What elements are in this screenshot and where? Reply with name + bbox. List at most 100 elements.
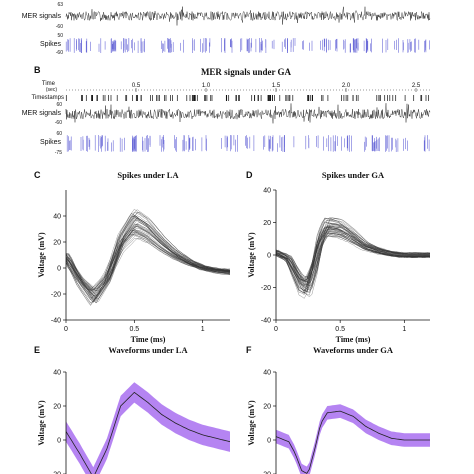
spike-trace — [276, 226, 430, 291]
y-tick-label: -20 — [261, 285, 271, 292]
panel-b-mer-label: MER signals — [22, 110, 62, 117]
spike-trace — [66, 238, 230, 290]
panel-c-chart: C Spikes under LA -40 -20 0 20 40 0 0.5 1 Time (ms… — [34, 170, 230, 344]
spike-trace — [66, 238, 230, 289]
y-tick-label: 40 — [263, 370, 271, 377]
panel-a-spikes-label: Spikes — [40, 41, 62, 48]
mean-waveform — [66, 391, 230, 474]
y-axis-label: Voltage (mV) — [37, 232, 46, 278]
plot-area — [276, 404, 430, 474]
spike-trace — [276, 230, 430, 280]
panel-b-title: MER signals under GA — [201, 67, 292, 77]
mer-signal-line — [65, 103, 431, 124]
y-tick-label: 40 — [53, 370, 61, 377]
y-tick-label: 20 — [263, 220, 271, 227]
plot-area — [276, 217, 430, 299]
spike-trace — [276, 225, 430, 286]
panel-b-timestamps — [65, 95, 429, 101]
panel-a: 63 MER signals -60 50 Spikes -60 — [22, 2, 431, 56]
spike-trace — [276, 225, 430, 284]
spike-trace — [66, 212, 230, 303]
std-band — [66, 382, 230, 474]
panel-b-timestamps-label: Timestamps — [32, 95, 64, 101]
panel-d-chart: D Spikes under GA -40 -20 0 20 40 0 0.5 1 Time (ms… — [246, 170, 430, 344]
y-tick-label: -20 — [51, 472, 61, 474]
spike-trace — [66, 208, 230, 303]
time-tick-label: 1.0 — [202, 83, 211, 89]
x-tick-label: 1 — [402, 326, 406, 333]
y-tick-label: -20 — [51, 292, 61, 299]
x-tick-label: 0.5 — [335, 326, 345, 333]
spike-trace — [66, 222, 230, 300]
panel-b-spikes-label: Spikes — [40, 139, 62, 146]
panel-a-mer-tick-bottom: -60 — [56, 24, 63, 30]
y-tick-label: 20 — [53, 404, 61, 411]
panel-b: B MER signals under GA Time (sec) 0.5 1.0… — [22, 65, 431, 156]
panel-a-spike-raster — [65, 38, 430, 53]
spike-trace — [66, 223, 230, 295]
panel-e-chart: E Waveforms under LA -20 0 20 40 Voltage (mV) — [34, 345, 230, 474]
spike-trace — [66, 224, 230, 297]
x-axis-label: Time (ms) — [336, 335, 371, 344]
y-tick-label: 40 — [263, 188, 271, 195]
panel-letter: F — [246, 345, 252, 355]
panel-a-mer-label: MER signals — [22, 13, 62, 20]
y-tick-label: 0 — [57, 438, 61, 445]
plot-area — [66, 208, 230, 306]
time-tick-label: 1.5 — [272, 83, 281, 89]
panel-b-mer-trace — [65, 103, 431, 124]
panel-b-letter: B — [34, 65, 41, 75]
spike-trace — [66, 209, 230, 304]
y-tick-label: 0 — [57, 266, 61, 273]
mean-waveform — [276, 410, 430, 474]
spike-trace — [66, 234, 230, 291]
spike-trace — [66, 217, 230, 299]
mer-signal-line — [65, 6, 431, 26]
y-tick-label: 20 — [263, 404, 271, 411]
panel-f-chart: F Waveforms under GA -20 0 20 40 Voltage (mV) — [246, 345, 430, 474]
chart-title: Spikes under GA — [322, 170, 385, 180]
y-tick-label: -20 — [261, 472, 271, 474]
spike-trace — [66, 230, 230, 290]
panel-a-mer-tick-top: 63 — [57, 2, 63, 8]
spike-trace — [66, 215, 230, 303]
spike-trace — [276, 232, 430, 281]
panel-b-spike-tick-bottom: -75 — [55, 150, 62, 156]
y-axis-label: Voltage (mV) — [37, 400, 46, 446]
y-tick-label: -40 — [51, 318, 61, 325]
panel-letter: C — [34, 170, 41, 180]
panel-a-mer-trace — [65, 6, 431, 26]
y-axis-label: Voltage (mV) — [247, 400, 256, 446]
panel-b-spike-raster — [66, 135, 430, 152]
spike-trace — [66, 224, 230, 296]
chart-title: Waveforms under GA — [313, 345, 394, 355]
y-tick-label: -40 — [261, 318, 271, 325]
x-axis-label: Time (ms) — [131, 335, 166, 344]
spike-trace — [276, 228, 430, 287]
spike-trace — [66, 227, 230, 291]
spike-trace — [66, 230, 230, 291]
spike-trace — [66, 216, 230, 304]
plot-area — [66, 382, 230, 474]
x-tick-label: 0 — [274, 326, 278, 333]
x-tick-label: 1 — [201, 326, 205, 333]
y-tick-label: 20 — [53, 240, 61, 247]
spike-trace — [276, 217, 430, 296]
spike-trace — [276, 229, 430, 288]
spike-trace — [66, 219, 230, 296]
x-tick-label: 0.5 — [129, 326, 139, 333]
x-tick-label: 0 — [64, 326, 68, 333]
y-tick-label: 40 — [53, 214, 61, 221]
panel-b-mer-tick-bottom: -60 — [55, 120, 62, 126]
std-band — [276, 404, 430, 474]
panel-letter: E — [34, 345, 40, 355]
spike-trace — [66, 232, 230, 292]
panel-b-time-ticks: 0.5 1.0 1.5 2.0 2.5 — [132, 83, 421, 92]
panel-b-time-unit: (sec) — [46, 87, 57, 93]
spike-trace — [276, 233, 430, 284]
panel-a-spike-tick-top: 50 — [57, 33, 63, 39]
spike-trace — [276, 223, 430, 293]
time-tick-label: 0.5 — [132, 83, 141, 89]
y-tick-label: 0 — [267, 253, 271, 260]
